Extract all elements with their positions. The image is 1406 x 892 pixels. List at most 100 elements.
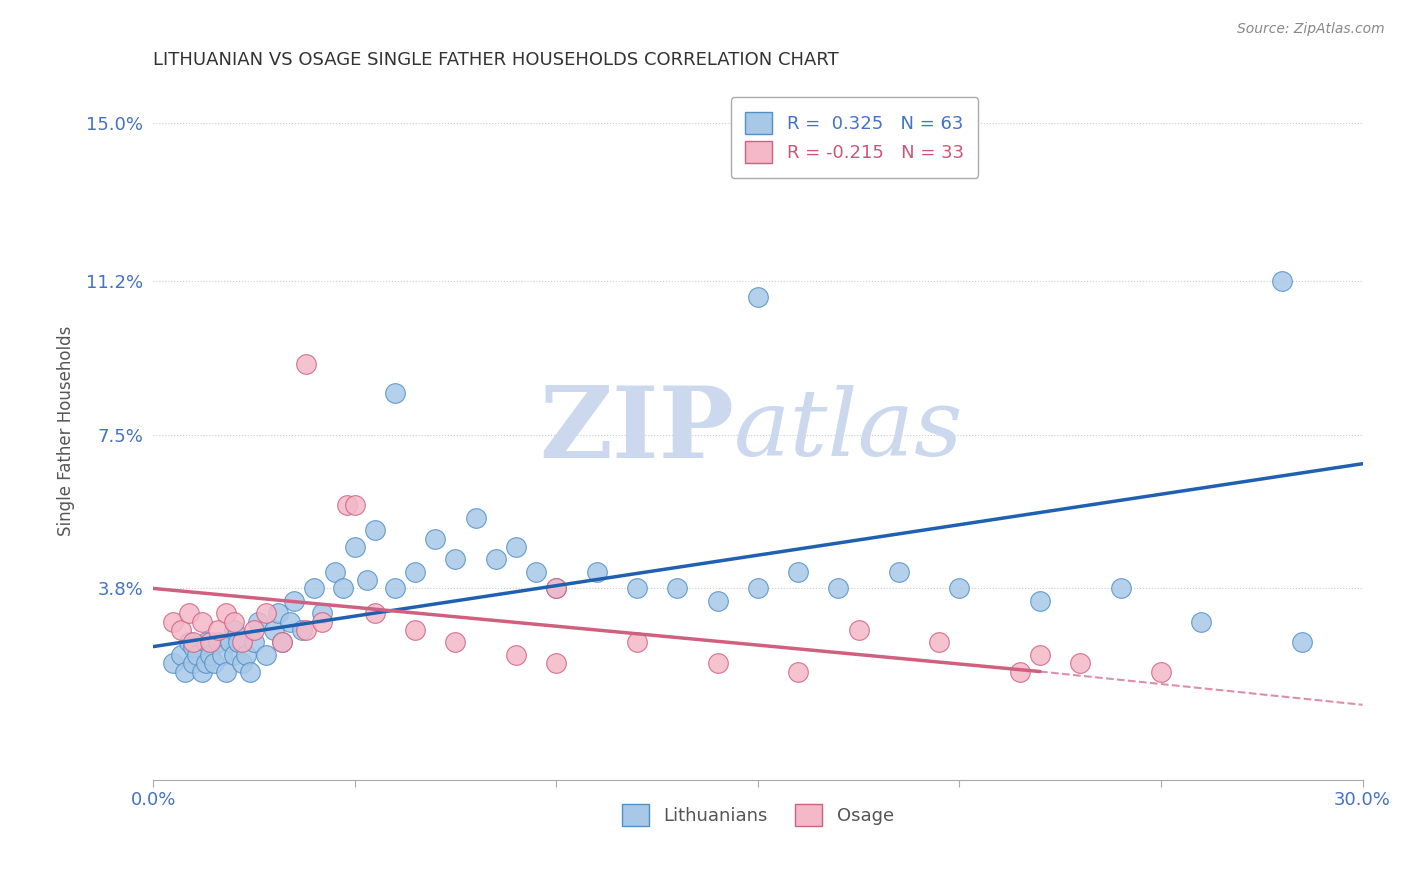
- Point: [263, 623, 285, 637]
- Point: [198, 648, 221, 662]
- Point: [1189, 615, 1212, 629]
- Point: [194, 635, 217, 649]
- Point: [207, 635, 229, 649]
- Point: [311, 615, 333, 629]
- Point: [505, 540, 527, 554]
- Point: [254, 607, 277, 621]
- Point: [246, 615, 269, 629]
- Point: [304, 582, 326, 596]
- Point: [243, 635, 266, 649]
- Point: [243, 623, 266, 637]
- Point: [887, 565, 910, 579]
- Point: [291, 623, 314, 637]
- Point: [948, 582, 970, 596]
- Text: LITHUANIAN VS OSAGE SINGLE FATHER HOUSEHOLDS CORRELATION CHART: LITHUANIAN VS OSAGE SINGLE FATHER HOUSEH…: [153, 51, 839, 69]
- Point: [1271, 274, 1294, 288]
- Point: [336, 498, 359, 512]
- Point: [404, 623, 426, 637]
- Point: [295, 357, 318, 371]
- Point: [747, 290, 769, 304]
- Point: [231, 657, 253, 671]
- Point: [183, 640, 205, 654]
- Point: [323, 565, 346, 579]
- Point: [404, 565, 426, 579]
- Point: [183, 635, 205, 649]
- Point: [1029, 594, 1052, 608]
- Point: [179, 607, 201, 621]
- Point: [706, 657, 728, 671]
- Point: [1069, 657, 1091, 671]
- Point: [226, 635, 249, 649]
- Point: [444, 552, 467, 566]
- Point: [271, 635, 294, 649]
- Point: [546, 657, 568, 671]
- Legend: Lithuanians, Osage: Lithuanians, Osage: [614, 797, 901, 833]
- Point: [222, 648, 245, 662]
- Point: [1029, 648, 1052, 662]
- Point: [190, 615, 212, 629]
- Point: [787, 665, 810, 679]
- Point: [524, 565, 547, 579]
- Point: [787, 565, 810, 579]
- Text: ZIP: ZIP: [538, 382, 734, 479]
- Point: [170, 648, 193, 662]
- Point: [384, 386, 406, 401]
- Point: [186, 648, 208, 662]
- Point: [546, 582, 568, 596]
- Point: [207, 623, 229, 637]
- Point: [356, 573, 378, 587]
- Point: [215, 665, 238, 679]
- Point: [215, 607, 238, 621]
- Point: [546, 582, 568, 596]
- Point: [162, 615, 184, 629]
- Point: [848, 623, 870, 637]
- Text: atlas: atlas: [734, 385, 963, 475]
- Point: [231, 635, 253, 649]
- Point: [179, 635, 201, 649]
- Point: [222, 623, 245, 637]
- Point: [202, 657, 225, 671]
- Point: [1008, 665, 1031, 679]
- Point: [194, 657, 217, 671]
- Point: [332, 582, 354, 596]
- Point: [267, 607, 290, 621]
- Point: [211, 648, 233, 662]
- Point: [278, 615, 301, 629]
- Point: [218, 635, 240, 649]
- Point: [271, 635, 294, 649]
- Point: [343, 498, 366, 512]
- Point: [190, 665, 212, 679]
- Point: [827, 582, 849, 596]
- Point: [364, 523, 387, 537]
- Point: [183, 657, 205, 671]
- Point: [239, 665, 262, 679]
- Text: Source: ZipAtlas.com: Source: ZipAtlas.com: [1237, 22, 1385, 37]
- Point: [254, 648, 277, 662]
- Point: [283, 594, 305, 608]
- Point: [666, 582, 689, 596]
- Point: [222, 615, 245, 629]
- Point: [170, 623, 193, 637]
- Point: [505, 648, 527, 662]
- Point: [626, 582, 648, 596]
- Point: [747, 582, 769, 596]
- Point: [585, 565, 607, 579]
- Y-axis label: Single Father Households: Single Father Households: [58, 326, 75, 536]
- Point: [425, 532, 447, 546]
- Point: [485, 552, 508, 566]
- Point: [464, 510, 486, 524]
- Point: [1291, 635, 1313, 649]
- Point: [235, 648, 257, 662]
- Point: [1150, 665, 1173, 679]
- Point: [364, 607, 387, 621]
- Point: [162, 657, 184, 671]
- Point: [311, 607, 333, 621]
- Point: [343, 540, 366, 554]
- Point: [928, 635, 950, 649]
- Point: [444, 635, 467, 649]
- Point: [626, 635, 648, 649]
- Point: [198, 635, 221, 649]
- Point: [384, 582, 406, 596]
- Point: [1109, 582, 1132, 596]
- Point: [295, 623, 318, 637]
